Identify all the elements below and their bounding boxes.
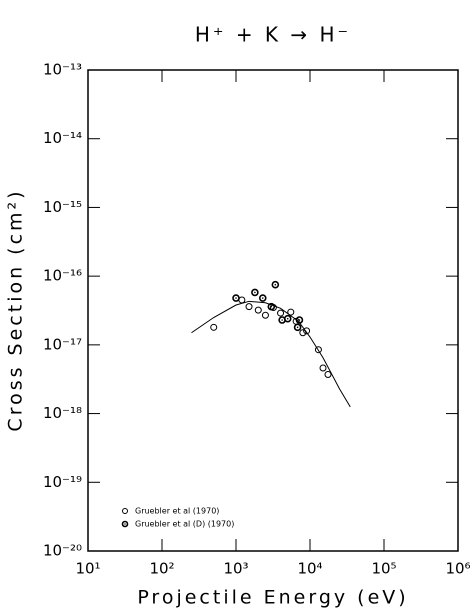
data-point-center: [286, 317, 289, 320]
data-point: [245, 303, 253, 311]
data-point-center: [281, 319, 283, 321]
data-point: [277, 309, 285, 317]
y-tick-label: 10⁻¹⁸: [43, 404, 82, 422]
y-tick-label: 10⁻¹⁵: [43, 198, 82, 216]
data-point: [261, 311, 269, 319]
data-point: [210, 323, 218, 331]
y-tick-label: 10⁻²⁰: [43, 542, 82, 560]
legend-marker: [122, 508, 128, 514]
data-point-center: [274, 283, 277, 286]
data-point: [271, 280, 280, 289]
x-tick-label: 10²: [149, 560, 174, 578]
data-point: [324, 371, 332, 379]
data-point: [303, 327, 311, 335]
legend-label: Gruebler et al (D) (1970): [135, 520, 234, 529]
data-point: [319, 364, 327, 372]
data-point: [299, 329, 307, 337]
data-point: [293, 323, 302, 332]
y-tick-label: 10⁻¹⁷: [43, 335, 82, 353]
data-point-center: [298, 319, 301, 321]
x-tick-label: 10³: [223, 560, 248, 578]
data-point: [258, 294, 267, 302]
data-point-center: [261, 297, 264, 299]
y-axis-title: Cross Section (cm²): [5, 188, 27, 431]
x-tick-label: 10⁶: [445, 560, 470, 578]
plot-frame: [87, 69, 459, 552]
data-point-center: [254, 291, 256, 294]
x-tick-label: 10⁵: [371, 560, 396, 578]
y-tick-label: 10⁻¹³: [43, 61, 82, 79]
y-tick-label: 10⁻¹⁴: [43, 129, 82, 147]
legend-marker-center: [124, 523, 126, 525]
y-tick-label: 10⁻¹⁶: [43, 267, 82, 285]
data-point: [287, 308, 295, 316]
data-point: [267, 302, 276, 311]
data-point: [314, 346, 322, 354]
chart-title: H⁺ + K → H⁻: [195, 23, 351, 47]
data-point: [251, 288, 259, 297]
data-point: [232, 294, 240, 302]
fit-line: [191, 300, 351, 408]
data-point: [283, 314, 292, 323]
legend-marker: [121, 520, 129, 528]
x-axis-title: Projectile Energy (eV): [137, 587, 408, 609]
data-point-center: [235, 297, 237, 299]
y-tick-label: 10⁻¹⁹: [43, 473, 82, 491]
data-point-center: [296, 326, 299, 329]
x-tick-label: 10⁴: [297, 560, 322, 578]
data-point: [254, 306, 262, 314]
legend-label: Gruebler et al (1970): [135, 507, 219, 516]
data-point-center: [270, 305, 273, 308]
x-tick-label: 10¹: [75, 560, 100, 578]
